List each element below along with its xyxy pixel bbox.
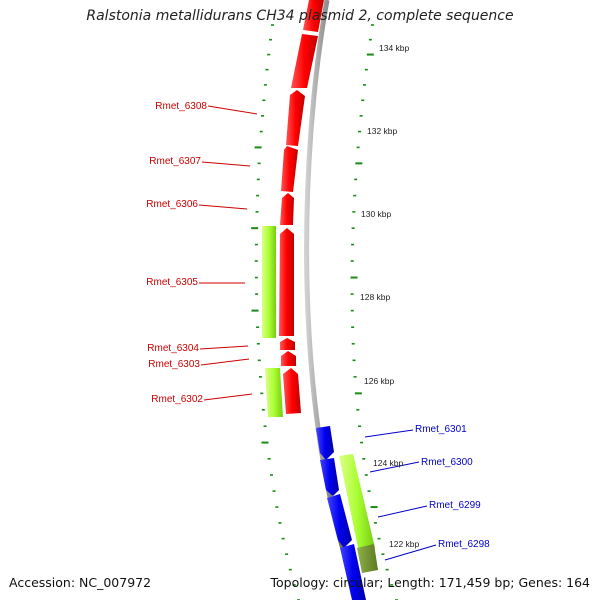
- scale-label: 130 kbp: [361, 209, 392, 219]
- gene-label-rmet-6306: Rmet_6306: [146, 199, 198, 210]
- gene-arrow: [283, 368, 301, 414]
- leader-line: [199, 345, 249, 350]
- leader-line: [198, 204, 248, 210]
- map-title: Ralstonia metallidurans CH34 plasmid 2, …: [86, 8, 514, 24]
- leader-line: [377, 505, 428, 518]
- scale-label: 128 kbp: [360, 292, 391, 302]
- gene-arrow: [279, 228, 294, 336]
- accession-text: Accession: NC_007972: [9, 575, 152, 590]
- gene-label-rmet-6298: Rmet_6298: [438, 539, 490, 550]
- scale-labels: 134 kbp 132 kbp 130 kbp 128 kbp 126 kbp …: [360, 43, 420, 549]
- gene-arrow: [281, 351, 296, 366]
- gene-arrow: [303, 0, 324, 32]
- scale-label: 122 kbp: [389, 539, 420, 549]
- gene-arrow: [280, 193, 294, 225]
- gene-arrow: [281, 146, 298, 192]
- forward-genes: [279, 0, 324, 414]
- gene-arrow: [280, 338, 295, 350]
- gene-label-rmet-6307: Rmet_6307: [149, 156, 201, 167]
- gene-arrow: [320, 458, 339, 496]
- leader-line: [369, 461, 420, 473]
- feature-block: [265, 368, 283, 417]
- feature-blocks: [262, 226, 378, 573]
- scale-label: 126 kbp: [364, 376, 395, 386]
- gene-label-rmet-6300: Rmet_6300: [421, 457, 473, 468]
- gene-label-rmet-6303: Rmet_6303: [148, 359, 200, 370]
- gene-label-rmet-6301: Rmet_6301: [415, 424, 467, 435]
- gene-label-rmet-6308: Rmet_6308: [155, 101, 207, 112]
- scale-label: 124 kbp: [373, 458, 404, 468]
- feature-block: [339, 454, 375, 552]
- gene-label-rmet-6299: Rmet_6299: [429, 500, 481, 511]
- leader-line: [384, 544, 437, 561]
- gene-arrow: [316, 426, 334, 460]
- scale-label: 132 kbp: [367, 126, 398, 136]
- gene-arrow: [327, 494, 352, 548]
- leader-line: [364, 429, 414, 438]
- feature-block: [262, 226, 276, 338]
- reverse-genes: [316, 426, 366, 600]
- label-leaders: [198, 105, 437, 561]
- gene-arrow: [340, 544, 366, 600]
- scale-ticks: [350, 24, 398, 600]
- leader-line: [203, 393, 253, 401]
- leader-line: [200, 358, 250, 366]
- scale-label: 134 kbp: [379, 43, 410, 53]
- feature-block-overlap: [357, 544, 378, 573]
- tick-dots: [251, 24, 300, 600]
- leader-line: [207, 105, 258, 115]
- leader-line: [201, 161, 251, 167]
- gene-arrow: [286, 90, 305, 146]
- gene-label-rmet-6305: Rmet_6305: [146, 277, 198, 288]
- gene-labels: Rmet_6308 Rmet_6307 Rmet_6306 Rmet_6305 …: [146, 101, 490, 550]
- gene-arrow: [291, 34, 318, 88]
- gene-label-rmet-6304: Rmet_6304: [147, 343, 199, 354]
- gene-label-rmet-6302: Rmet_6302: [151, 394, 203, 405]
- topology-summary: Topology: circular; Length: 171,459 bp; …: [270, 575, 591, 590]
